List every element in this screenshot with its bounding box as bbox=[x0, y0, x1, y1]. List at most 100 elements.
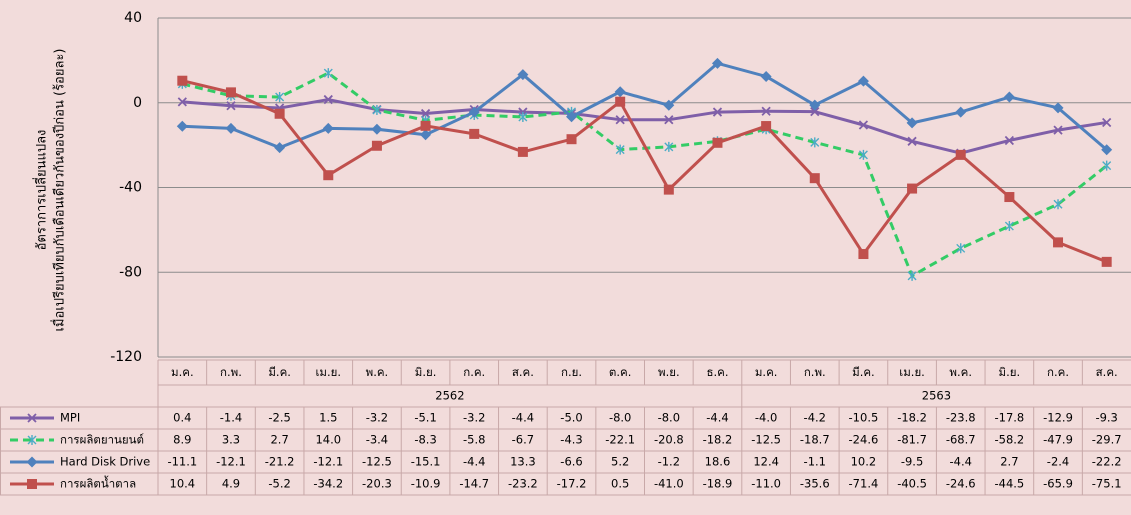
marker-shape bbox=[858, 149, 868, 160]
marker-shape bbox=[323, 68, 333, 79]
data-point bbox=[761, 106, 771, 116]
x-tick-label: ก.ย. bbox=[561, 365, 582, 379]
marker-shape bbox=[1053, 125, 1063, 135]
data-point bbox=[907, 183, 918, 194]
marker-shape bbox=[907, 136, 917, 146]
x-tick-label: ก.พ. bbox=[804, 365, 826, 379]
marker-shape bbox=[322, 122, 334, 134]
marker-shape bbox=[275, 92, 285, 103]
table-value: 12.4 bbox=[753, 455, 779, 469]
x-tick-label: พ.ค. bbox=[949, 365, 972, 379]
marker-shape bbox=[712, 137, 723, 148]
legend-marker bbox=[26, 456, 38, 468]
table-value: -9.3 bbox=[1095, 411, 1117, 425]
table-value: -5.8 bbox=[463, 433, 485, 447]
table-value: -10.9 bbox=[411, 477, 441, 491]
table-value: -17.8 bbox=[994, 411, 1024, 425]
table-value: -20.8 bbox=[654, 433, 684, 447]
data-point bbox=[955, 149, 966, 160]
data-point bbox=[566, 111, 578, 123]
table-value: -6.6 bbox=[560, 455, 582, 469]
marker-shape bbox=[274, 142, 286, 154]
marker-shape bbox=[1102, 117, 1112, 128]
data-point bbox=[809, 173, 820, 184]
table-value: -20.3 bbox=[362, 477, 392, 491]
data-point bbox=[664, 115, 674, 125]
marker-shape bbox=[26, 456, 38, 468]
data-point bbox=[225, 122, 237, 134]
marker-shape bbox=[274, 108, 285, 119]
marker-shape bbox=[372, 104, 382, 115]
table-value: -5.1 bbox=[414, 411, 436, 425]
data-point bbox=[469, 128, 480, 139]
year-label: 2562 bbox=[435, 389, 464, 403]
table-value: -2.5 bbox=[268, 411, 290, 425]
x-tick-label: พ.ย. bbox=[658, 365, 680, 379]
marker-shape bbox=[225, 122, 237, 134]
marker-shape bbox=[177, 75, 188, 86]
table-value: -10.5 bbox=[849, 411, 879, 425]
marker-shape bbox=[615, 115, 625, 125]
data-point bbox=[371, 140, 382, 151]
data-point bbox=[518, 111, 528, 122]
data-point bbox=[274, 108, 285, 119]
table-value: -3.4 bbox=[366, 433, 388, 447]
data-point bbox=[517, 69, 529, 81]
table-value: -1.1 bbox=[804, 455, 826, 469]
table-value: -75.1 bbox=[1092, 477, 1122, 491]
table-value: 5.2 bbox=[611, 455, 629, 469]
table-value: -12.1 bbox=[313, 455, 343, 469]
table-value: -40.5 bbox=[897, 477, 927, 491]
data-point bbox=[275, 92, 285, 103]
data-point bbox=[1101, 144, 1113, 156]
data-point bbox=[1053, 125, 1063, 135]
data-point bbox=[663, 184, 674, 195]
legend-label: การผลิตยานยนต์ bbox=[60, 433, 144, 447]
marker-shape bbox=[27, 479, 37, 489]
marker-shape bbox=[1053, 199, 1063, 210]
marker-shape bbox=[469, 128, 480, 139]
x-tick-label: มิ.ย. bbox=[999, 365, 1021, 379]
data-point bbox=[177, 75, 188, 86]
data-point bbox=[1003, 91, 1015, 103]
series-line bbox=[182, 98, 1107, 155]
x-tick-label: เม.ย. bbox=[899, 365, 925, 379]
marker-shape bbox=[420, 120, 431, 131]
x-tick-label: ธ.ค. bbox=[706, 365, 728, 379]
marker-shape bbox=[663, 184, 674, 195]
table-value: -4.0 bbox=[755, 411, 777, 425]
table-value: 2.7 bbox=[270, 433, 288, 447]
table-value: -4.4 bbox=[949, 455, 971, 469]
data-point bbox=[323, 94, 333, 105]
data-point bbox=[1052, 102, 1064, 114]
table-value: -8.3 bbox=[414, 433, 436, 447]
table-value: -23.8 bbox=[946, 411, 976, 425]
table-value: -12.9 bbox=[1043, 411, 1073, 425]
table-value: -35.6 bbox=[800, 477, 830, 491]
table-value: -4.4 bbox=[706, 411, 728, 425]
x-tick-label: ก.ค. bbox=[463, 365, 485, 379]
legend-marker bbox=[27, 435, 37, 445]
marker-shape bbox=[955, 106, 967, 118]
marker-shape bbox=[225, 87, 236, 98]
table-value: -4.4 bbox=[512, 411, 534, 425]
marker-shape bbox=[517, 146, 528, 157]
data-point bbox=[663, 99, 675, 111]
table-value: -5.0 bbox=[560, 411, 582, 425]
marker-shape bbox=[810, 137, 820, 148]
data-point bbox=[1101, 256, 1112, 267]
table-value: -22.1 bbox=[605, 433, 635, 447]
table-value: 10.2 bbox=[851, 455, 877, 469]
data-point bbox=[810, 107, 820, 117]
marker-shape bbox=[371, 123, 383, 135]
data-point bbox=[372, 104, 382, 115]
marker-shape bbox=[711, 57, 723, 69]
y-tick-label: 40 bbox=[124, 10, 142, 26]
marker-shape bbox=[663, 99, 675, 111]
table-value: -11.0 bbox=[751, 477, 781, 491]
marker-shape bbox=[907, 183, 918, 194]
data-point bbox=[177, 97, 187, 107]
marker-shape bbox=[1053, 237, 1064, 248]
marker-shape bbox=[907, 270, 917, 281]
